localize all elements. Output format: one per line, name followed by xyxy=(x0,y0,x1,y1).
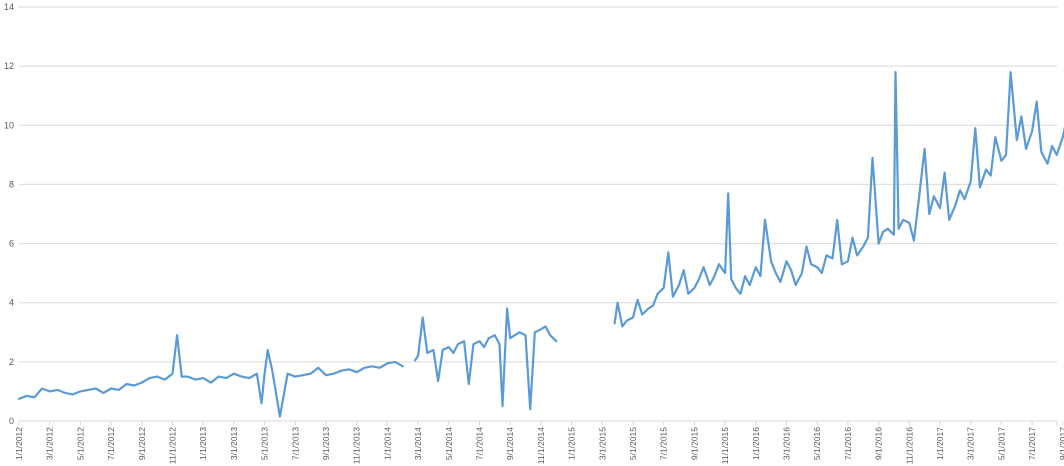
x-tick-label: 9/1/2015 xyxy=(689,427,699,460)
x-tick-label: 3/1/2015 xyxy=(597,427,607,460)
y-tick-label: 12 xyxy=(4,61,14,71)
x-tick-label: 1/1/2014 xyxy=(382,427,392,460)
series-line-segment xyxy=(17,334,404,418)
x-tick-label: 5/1/2013 xyxy=(260,427,270,460)
x-tick-label: 11/1/2016 xyxy=(904,427,914,464)
x-tick-label: 7/1/2016 xyxy=(843,427,853,460)
x-tick-label: 3/1/2013 xyxy=(229,427,239,460)
x-tick-label: 1/1/2015 xyxy=(567,427,577,460)
x-tick-label: 7/1/2012 xyxy=(106,427,116,460)
x-tick-label: 7/1/2014 xyxy=(475,427,485,460)
x-tick-label: 9/1/2017 xyxy=(1058,427,1064,460)
x-tick-label: 9/1/2014 xyxy=(505,427,515,460)
y-tick-label: 2 xyxy=(9,357,14,367)
x-tick-label: 5/1/2014 xyxy=(444,427,454,460)
y-tick-label: 14 xyxy=(4,2,14,12)
x-tick-label: 11/1/2013 xyxy=(352,427,362,464)
x-tick-label: 5/1/2016 xyxy=(812,427,822,460)
x-tick-label: 11/1/2012 xyxy=(168,427,178,464)
y-tick-label: 8 xyxy=(9,179,14,189)
x-axis: 1/1/2012 3/1/2012 5/1/2012 7/1/2012 9/1/2012… xyxy=(14,420,1064,464)
x-tick-label: 1/1/2017 xyxy=(935,427,945,460)
x-tick-label: 11/1/2015 xyxy=(720,427,730,464)
x-tick-label: 3/1/2014 xyxy=(413,427,423,460)
x-tick-label: 11/1/2014 xyxy=(536,427,546,464)
series-line-segment xyxy=(413,307,558,411)
x-tick-label: 1/1/2016 xyxy=(751,427,761,460)
x-tick-label: 7/1/2013 xyxy=(290,427,300,460)
x-tick-label: 9/1/2013 xyxy=(321,427,331,460)
gridlines xyxy=(19,6,1057,363)
x-tick-label: 5/1/2017 xyxy=(996,427,1006,460)
x-tick-label: 3/1/2017 xyxy=(966,427,976,460)
x-tick-label: 9/1/2012 xyxy=(137,427,147,460)
x-tick-label: 7/1/2015 xyxy=(659,427,669,460)
y-tick-label: 4 xyxy=(9,298,14,308)
data-series xyxy=(17,70,1064,418)
x-tick-label: 9/1/2016 xyxy=(874,427,884,460)
x-tick-label: 3/1/2012 xyxy=(45,427,55,460)
series-line-segment xyxy=(613,70,1064,328)
x-tick-label: 5/1/2015 xyxy=(628,427,638,460)
y-tick-label: 6 xyxy=(9,239,14,249)
x-tick-label: 1/1/2012 xyxy=(14,427,24,460)
x-tick-label: 7/1/2017 xyxy=(1027,427,1037,460)
x-tick-label: 1/1/2013 xyxy=(198,427,208,460)
y-tick-label: 10 xyxy=(4,120,14,130)
y-axis-tick-labels: 0 2 4 6 8 10 12 14 xyxy=(4,2,14,426)
x-tick-label: 3/1/2016 xyxy=(782,427,792,460)
y-tick-label: 0 xyxy=(9,416,14,426)
x-tick-label: 5/1/2012 xyxy=(75,427,85,460)
